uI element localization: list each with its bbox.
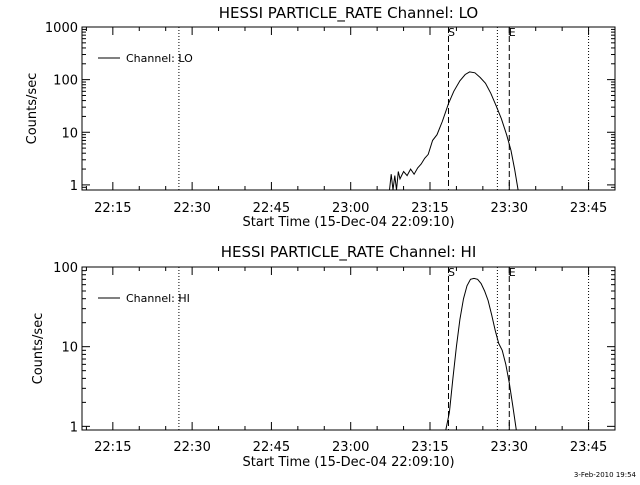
legend-label: Channel: HI — [126, 292, 190, 305]
x-tick-label: 23:00 — [332, 201, 369, 216]
chart-panel-1: HESSI PARTICLE_RATE Channel: LO 22:15 22:3… — [25, 4, 616, 230]
x-tick-label: 23:45 — [570, 440, 607, 455]
interval-marker-label: S — [448, 26, 455, 39]
chart-title: HESSI PARTICLE_RATE Channel: LO — [219, 4, 478, 23]
y-tick-label: 10 — [61, 341, 78, 356]
interval-marker-label: E — [509, 266, 516, 279]
y-tick-label: 1 — [70, 179, 78, 194]
y-tick-label: 1000 — [45, 21, 78, 36]
y-tick-label: 100 — [53, 74, 78, 89]
x-tick-label: 23:30 — [491, 201, 528, 216]
y-tick-label: 10 — [61, 126, 78, 141]
x-tick-label: 23:15 — [411, 201, 448, 216]
x-axis-label: Start Time (15-Dec-04 22:09:10) — [242, 455, 454, 470]
plot-frame — [81, 266, 616, 431]
chart-panel-2: HESSI PARTICLE_RATE Channel: HI 22:15 22:3… — [31, 243, 616, 470]
series-line — [389, 71, 519, 191]
plot-frame — [81, 26, 616, 191]
x-tick-label: 23:15 — [411, 440, 448, 455]
y-tick-label: 100 — [53, 261, 78, 276]
x-tick-label: 23:30 — [491, 440, 528, 455]
x-tick-label: 23:00 — [332, 440, 369, 455]
interval-marker-label: S — [448, 266, 455, 279]
legend-label: Channel: LO — [126, 52, 193, 65]
y-axis-label: Counts/sec — [31, 313, 46, 385]
interval-marker-label: E — [509, 26, 516, 39]
x-tick-label: 22:45 — [253, 201, 290, 216]
x-axis-label: Start Time (15-Dec-04 22:09:10) — [242, 215, 454, 230]
x-tick-label: 22:15 — [94, 440, 131, 455]
chart-title: HESSI PARTICLE_RATE Channel: HI — [221, 243, 477, 262]
x-tick-label: 22:45 — [253, 440, 290, 455]
x-tick-label: 22:30 — [173, 440, 210, 455]
x-tick-label: 23:45 — [570, 201, 607, 216]
x-tick-label: 22:30 — [173, 201, 210, 216]
x-tick-label: 22:15 — [94, 201, 131, 216]
footer-timestamp: 3-Feb-2010 19:54 — [574, 471, 637, 479]
y-axis-label: Counts/sec — [25, 73, 40, 145]
series-line — [445, 277, 517, 431]
y-tick-label: 1 — [70, 420, 78, 435]
